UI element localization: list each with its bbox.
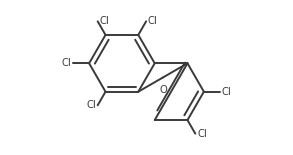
Text: Cl: Cl <box>62 58 72 68</box>
Text: Cl: Cl <box>148 16 158 26</box>
Text: Cl: Cl <box>99 16 109 26</box>
Text: Cl: Cl <box>86 100 96 110</box>
Text: O: O <box>159 86 167 95</box>
Text: Cl: Cl <box>221 87 231 97</box>
Text: Cl: Cl <box>197 129 207 139</box>
